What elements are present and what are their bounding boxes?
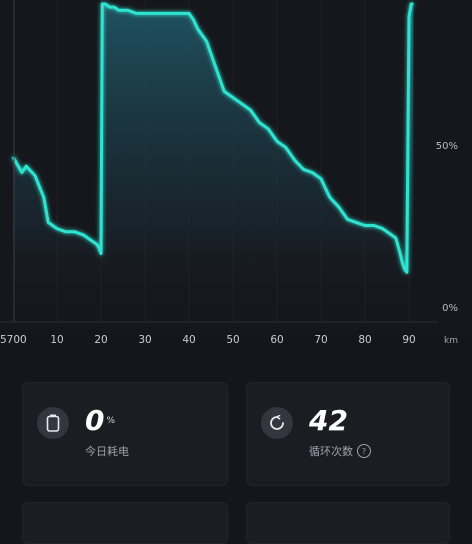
x-tick-label: 10: [50, 334, 64, 346]
daily-consumption-card[interactable]: 0% 今日耗电: [22, 382, 228, 486]
x-axis-labels: 5700 10 20 30 40 50 60 70 80 90: [0, 334, 472, 350]
stat-card-4[interactable]: [246, 502, 450, 544]
battery-area-fill: [13, 4, 414, 322]
x-axis-unit: km: [444, 336, 458, 346]
cycle-icon: [261, 407, 293, 439]
battery-level-chart: 50% 0%: [0, 0, 458, 323]
daily-consumption-label: 今日耗电: [85, 445, 129, 458]
chart-canvas: [0, 0, 438, 323]
x-tick-label: 50: [226, 334, 240, 346]
x-tick-label: 20: [94, 334, 108, 346]
x-tick-label: 5700: [0, 334, 27, 346]
battery-level-line: [11, 2, 414, 274]
help-icon[interactable]: ?: [357, 444, 371, 458]
x-tick-label: 60: [270, 334, 284, 346]
x-tick-label: 80: [358, 334, 372, 346]
cycle-count-card[interactable]: 42 循环次数?: [246, 382, 450, 486]
battery-icon: [37, 407, 69, 439]
y-tick-50: 50%: [435, 141, 458, 152]
x-tick-label: 70: [314, 334, 328, 346]
daily-consumption-value: 0%: [85, 404, 116, 437]
percent-unit: %: [106, 416, 116, 426]
cycle-count-label: 循环次数?: [309, 443, 371, 459]
cycle-count-value: 42: [309, 404, 348, 437]
x-tick-label: 90: [402, 334, 416, 346]
y-tick-0: 0%: [442, 303, 458, 314]
stat-card-3[interactable]: [22, 502, 228, 544]
x-tick-label: 40: [182, 334, 196, 346]
x-tick-label: 30: [138, 334, 152, 346]
